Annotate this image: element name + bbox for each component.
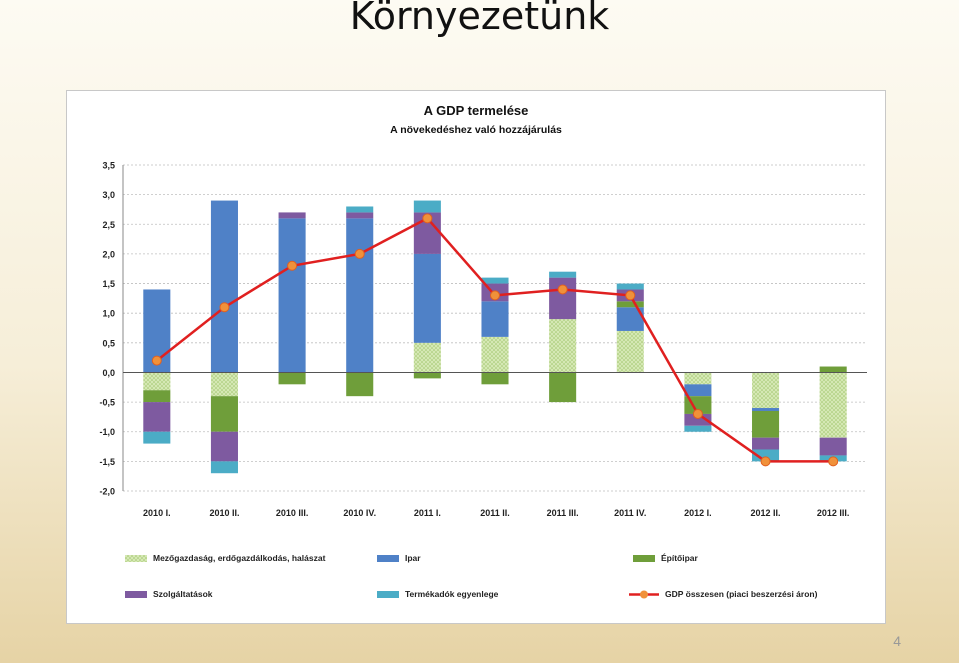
bar-segment — [616, 330, 644, 373]
x-tick-label: 2010 IV. — [343, 508, 376, 518]
bar-segment — [684, 372, 712, 385]
bar-segment — [549, 319, 577, 373]
x-tick-label: 2012 II. — [751, 508, 781, 518]
bar-segment — [210, 461, 238, 474]
bar-segment — [481, 372, 509, 385]
chart-title: A GDP termelése — [424, 103, 529, 118]
slide-title: Környezetünk — [349, 0, 610, 38]
bar-segment — [143, 431, 171, 444]
bar-segment — [616, 307, 644, 331]
y-tick-label: 3,5 — [102, 161, 115, 171]
bar-segment — [481, 301, 509, 337]
bar-segment — [752, 410, 780, 438]
bar-segment — [481, 336, 509, 373]
bar-segment — [684, 425, 712, 432]
bar-segment — [346, 372, 374, 397]
y-tick-label: 3,0 — [102, 190, 115, 200]
gdp-point — [760, 456, 771, 467]
gdp-point — [828, 456, 839, 467]
chart-subtitle: A növekedéshez való hozzájárulás — [390, 124, 562, 136]
legend-label: Építőipar — [661, 553, 699, 563]
y-tick-label: 0,0 — [102, 368, 115, 378]
gdp-point — [625, 290, 636, 301]
bar-segment — [346, 206, 374, 213]
legend-label: Mezőgazdaság, erdőgazdálkodás, halászat — [153, 553, 326, 563]
y-tick-label: 2,0 — [102, 249, 115, 259]
y-tick-label: 1,5 — [102, 279, 115, 289]
bar-segment — [819, 366, 847, 373]
x-tick-label: 2012 I. — [684, 508, 712, 518]
legend-swatch — [125, 591, 147, 598]
bar-segment — [752, 437, 780, 450]
legend-label: Termékadók egyenlege — [405, 589, 499, 599]
x-tick-label: 2012 III. — [817, 508, 850, 518]
chart-frame: A GDP termelése A növekedéshez való hozzá… — [66, 90, 886, 624]
bar-segment — [210, 431, 238, 462]
y-tick-label: -2,0 — [99, 487, 115, 497]
x-tick-label: 2010 I. — [143, 508, 171, 518]
bar-segment — [413, 200, 441, 213]
page-number: 4 — [893, 633, 901, 649]
y-tick-label: 2,5 — [102, 220, 115, 230]
gdp-point — [692, 408, 703, 419]
bar-segment — [278, 372, 306, 385]
y-tick-label: 0,5 — [102, 338, 115, 348]
bar-segment — [549, 277, 577, 320]
y-tick-label: 1,0 — [102, 309, 115, 319]
bar-segment — [278, 218, 306, 373]
bar-segment — [210, 396, 238, 432]
x-tick-label: 2011 IV. — [614, 508, 646, 518]
y-tick-label: -1,5 — [99, 457, 115, 467]
bar-segment — [684, 413, 712, 426]
bar-segment — [549, 372, 577, 403]
bar-segment — [752, 449, 780, 462]
bar-segment — [616, 283, 644, 290]
gdp-point — [490, 290, 500, 301]
gdp-chart: A GDP termelése A növekedéshez való hozzá… — [99, 103, 867, 599]
bar-segment — [143, 402, 171, 432]
legend-label: GDP összesen (piaci beszerzési áron) — [665, 589, 818, 599]
x-tick-label: 2011 III. — [547, 508, 579, 518]
gdp-point — [422, 213, 433, 224]
gdp-point — [219, 302, 230, 313]
x-tick-label: 2010 III. — [276, 508, 309, 518]
y-tick-label: -1,0 — [99, 427, 115, 437]
gdp-point — [151, 355, 162, 366]
legend-label: Ipar — [405, 553, 421, 563]
bar-segment — [819, 437, 847, 456]
gdp-point — [354, 248, 365, 259]
bar-segment — [278, 212, 306, 219]
x-tick-label: 2011 I. — [414, 508, 441, 518]
legend-swatch — [633, 555, 655, 562]
y-tick-label: -0,5 — [99, 398, 115, 408]
bar-segment — [752, 372, 780, 409]
bar-segment — [210, 372, 238, 397]
bar-segment — [413, 372, 441, 379]
legend-label: Szolgáltatások — [153, 589, 213, 599]
legend-swatch — [125, 555, 147, 562]
bar-segment — [616, 301, 644, 308]
bar-segment — [413, 342, 441, 373]
bar-segment — [481, 277, 509, 284]
bar-segment — [210, 200, 238, 373]
bar-segment — [549, 271, 577, 278]
bar-segment — [752, 408, 780, 411]
bar-segment — [143, 372, 171, 391]
x-tick-label: 2011 II. — [480, 508, 510, 518]
bar-segment — [819, 372, 847, 438]
legend-swatch — [377, 591, 399, 598]
bar-segment — [143, 390, 171, 403]
bar-segment — [413, 253, 441, 343]
bar-segment — [346, 218, 374, 373]
bar-segment — [684, 384, 712, 397]
bar-segment — [346, 212, 374, 219]
x-tick-label: 2010 II. — [209, 508, 239, 518]
gdp-point — [557, 284, 568, 295]
gdp-point — [287, 260, 298, 271]
legend-swatch — [377, 555, 399, 562]
legend-marker — [640, 590, 648, 599]
